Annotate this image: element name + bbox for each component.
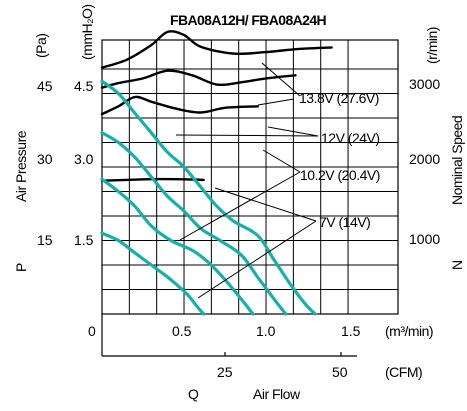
x-tick-1.0: 1.0 bbox=[256, 323, 276, 339]
speed-unit: (r/min) bbox=[424, 27, 440, 64]
cfm-tick-25: 25 bbox=[217, 364, 233, 380]
x-tick-0.5: 0.5 bbox=[172, 323, 192, 339]
speed-curves bbox=[100, 30, 333, 182]
speed-tick-3000: 3000 bbox=[409, 76, 440, 92]
speed-axis-label: Nominal Speed bbox=[449, 116, 465, 205]
y-unit-pa: (Pa) bbox=[33, 34, 49, 58]
x-axis-letter: Q bbox=[188, 386, 199, 402]
cfm-tick-50: 50 bbox=[332, 364, 348, 380]
label-7v: 7V (14V) bbox=[319, 214, 370, 230]
speed-tick-1000: 1000 bbox=[409, 231, 440, 247]
x-tick-0: 0 bbox=[88, 323, 96, 339]
x-tick-1.5: 1.5 bbox=[341, 323, 361, 339]
leader-10.2v-speed bbox=[262, 149, 301, 173]
leader-12v-speed bbox=[267, 126, 319, 137]
pressure-curve-0 bbox=[100, 79, 317, 316]
pressure-curves bbox=[100, 79, 317, 316]
y-axis-letter: P bbox=[13, 263, 29, 272]
y-axis-label: Air Pressure bbox=[13, 130, 29, 202]
leader-12v-pressure bbox=[175, 134, 319, 137]
y-tick-mm-4.5: 4.5 bbox=[74, 78, 94, 94]
label-12v: 12V (24V) bbox=[321, 130, 380, 146]
y-tick-pa-30: 30 bbox=[37, 151, 53, 167]
annotation-lines bbox=[175, 62, 319, 299]
label-13.8v: 13.8V (27.6V) bbox=[299, 90, 379, 106]
pressure-curve-3 bbox=[100, 231, 206, 316]
grid bbox=[101, 39, 399, 322]
leader-7v-speed bbox=[214, 187, 317, 222]
y-tick-mm-1.5: 1.5 bbox=[74, 232, 94, 248]
y-tick-pa-45: 45 bbox=[37, 78, 53, 94]
x-axis-label: Air Flow bbox=[253, 386, 301, 402]
speed-curve-2 bbox=[100, 95, 259, 116]
y-unit-mmh2o: (mmH₂O) bbox=[79, 4, 95, 60]
speed-axis-letter: N bbox=[449, 260, 465, 270]
speed-curve-1 bbox=[100, 69, 297, 89]
leader-13.8v-speed bbox=[261, 62, 301, 97]
cfm-unit: (CFM) bbox=[385, 364, 422, 380]
pressure-curve-2 bbox=[100, 177, 255, 316]
leader-10.2v-pressure bbox=[179, 171, 301, 241]
y-tick-mm-3.0: 3.0 bbox=[74, 151, 94, 167]
x-unit-m3: (m³/min) bbox=[385, 323, 433, 339]
pressure-curve-1 bbox=[100, 131, 288, 316]
plot-frame bbox=[101, 39, 399, 315]
y-tick-pa-15: 15 bbox=[37, 232, 53, 248]
speed-tick-2000: 2000 bbox=[409, 151, 440, 167]
leader-7v-pressure bbox=[197, 220, 317, 299]
label-10.2v: 10.2V (20.4V) bbox=[300, 167, 380, 183]
speed-curve-0 bbox=[100, 30, 333, 69]
chart-title: FBA08A12H/ FBA08A24H bbox=[170, 12, 327, 28]
leader-13.8v-pressure bbox=[257, 98, 295, 106]
